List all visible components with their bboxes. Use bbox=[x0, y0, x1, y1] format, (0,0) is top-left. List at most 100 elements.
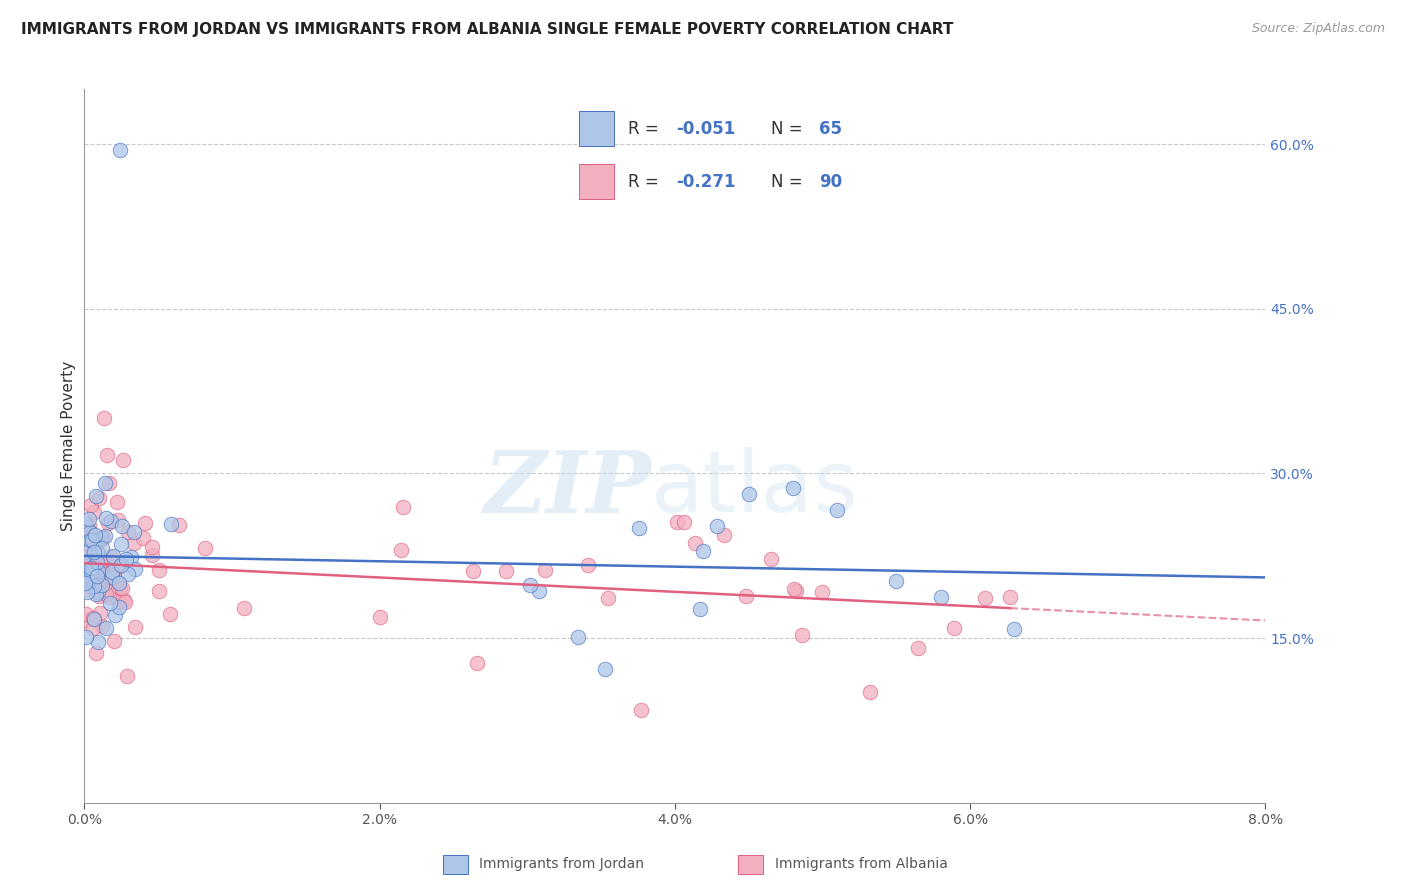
Point bbox=[785, 583, 807, 598]
Point bbox=[392, 500, 415, 514]
Point bbox=[91, 530, 114, 544]
Point bbox=[107, 594, 129, 608]
Point bbox=[96, 448, 118, 462]
Point bbox=[124, 620, 146, 634]
Point bbox=[90, 531, 112, 545]
Point bbox=[96, 587, 118, 601]
Point bbox=[578, 558, 600, 572]
Point bbox=[83, 528, 105, 542]
Point bbox=[929, 590, 952, 604]
Point bbox=[628, 521, 651, 535]
Point bbox=[783, 582, 806, 596]
Point bbox=[120, 549, 142, 564]
Point bbox=[666, 516, 689, 530]
Point bbox=[86, 535, 108, 549]
Point bbox=[83, 612, 105, 626]
Text: N =: N = bbox=[770, 173, 807, 191]
Point bbox=[713, 528, 735, 542]
Point bbox=[100, 549, 122, 564]
Point bbox=[87, 491, 110, 505]
FancyBboxPatch shape bbox=[579, 164, 614, 200]
Point bbox=[75, 555, 97, 569]
Point bbox=[519, 577, 541, 591]
Point bbox=[108, 599, 131, 614]
Point bbox=[134, 516, 156, 531]
Point bbox=[907, 641, 929, 656]
Point bbox=[93, 475, 115, 490]
Point bbox=[89, 547, 111, 561]
Point bbox=[495, 565, 517, 579]
Point bbox=[73, 576, 96, 591]
Point bbox=[110, 559, 132, 574]
Point bbox=[689, 602, 711, 616]
Point bbox=[97, 516, 120, 531]
Point bbox=[97, 475, 120, 490]
Text: IMMIGRANTS FROM JORDAN VS IMMIGRANTS FROM ALBANIA SINGLE FEMALE POVERTY CORRELAT: IMMIGRANTS FROM JORDAN VS IMMIGRANTS FRO… bbox=[21, 22, 953, 37]
Y-axis label: Single Female Poverty: Single Female Poverty bbox=[60, 361, 76, 531]
Point bbox=[86, 569, 108, 583]
Point bbox=[810, 585, 832, 599]
Point bbox=[467, 657, 489, 671]
Text: R =: R = bbox=[628, 173, 664, 191]
Text: 90: 90 bbox=[820, 173, 842, 191]
Point bbox=[111, 582, 134, 596]
Point bbox=[122, 524, 145, 539]
Point bbox=[80, 498, 103, 512]
Point bbox=[1004, 623, 1026, 637]
Point bbox=[84, 566, 107, 580]
Point bbox=[86, 555, 108, 569]
Point bbox=[97, 570, 120, 584]
Point bbox=[75, 516, 97, 531]
Point bbox=[101, 565, 124, 579]
Point bbox=[389, 543, 412, 558]
Point bbox=[859, 684, 882, 698]
Point bbox=[79, 561, 101, 575]
Point bbox=[75, 568, 97, 582]
Point bbox=[103, 634, 125, 648]
Point bbox=[82, 533, 104, 547]
Text: 65: 65 bbox=[820, 120, 842, 137]
Point bbox=[90, 619, 112, 633]
Point bbox=[83, 549, 105, 563]
Point bbox=[593, 662, 616, 676]
Point bbox=[79, 512, 101, 526]
Point bbox=[73, 549, 96, 564]
Point bbox=[75, 614, 97, 628]
Point bbox=[83, 545, 105, 559]
Point bbox=[108, 576, 131, 591]
Point bbox=[463, 564, 485, 578]
Point bbox=[233, 601, 256, 615]
Point bbox=[94, 529, 117, 543]
Point bbox=[141, 548, 163, 562]
Point bbox=[104, 573, 127, 587]
Point bbox=[998, 590, 1021, 604]
Point bbox=[82, 621, 104, 635]
Point bbox=[75, 630, 97, 644]
Point bbox=[194, 541, 217, 555]
Point bbox=[84, 587, 107, 601]
Point bbox=[107, 513, 129, 527]
Point bbox=[148, 563, 170, 577]
Point bbox=[117, 524, 139, 539]
Point bbox=[630, 704, 652, 718]
Point bbox=[83, 579, 105, 593]
Point bbox=[97, 590, 120, 604]
Point bbox=[77, 519, 100, 533]
Point bbox=[114, 595, 136, 609]
Point bbox=[86, 545, 108, 559]
Point bbox=[84, 646, 107, 660]
Text: Source: ZipAtlas.com: Source: ZipAtlas.com bbox=[1251, 22, 1385, 36]
Point bbox=[110, 537, 132, 551]
Point bbox=[93, 410, 115, 425]
Point bbox=[104, 607, 127, 622]
Point bbox=[80, 576, 103, 591]
Point bbox=[76, 574, 98, 588]
Point bbox=[782, 481, 804, 495]
Point bbox=[124, 562, 146, 576]
Point bbox=[87, 585, 110, 599]
Point bbox=[132, 531, 155, 545]
Text: -0.271: -0.271 bbox=[676, 173, 737, 191]
Point bbox=[706, 519, 728, 533]
Point bbox=[761, 552, 783, 566]
Point bbox=[103, 549, 125, 563]
